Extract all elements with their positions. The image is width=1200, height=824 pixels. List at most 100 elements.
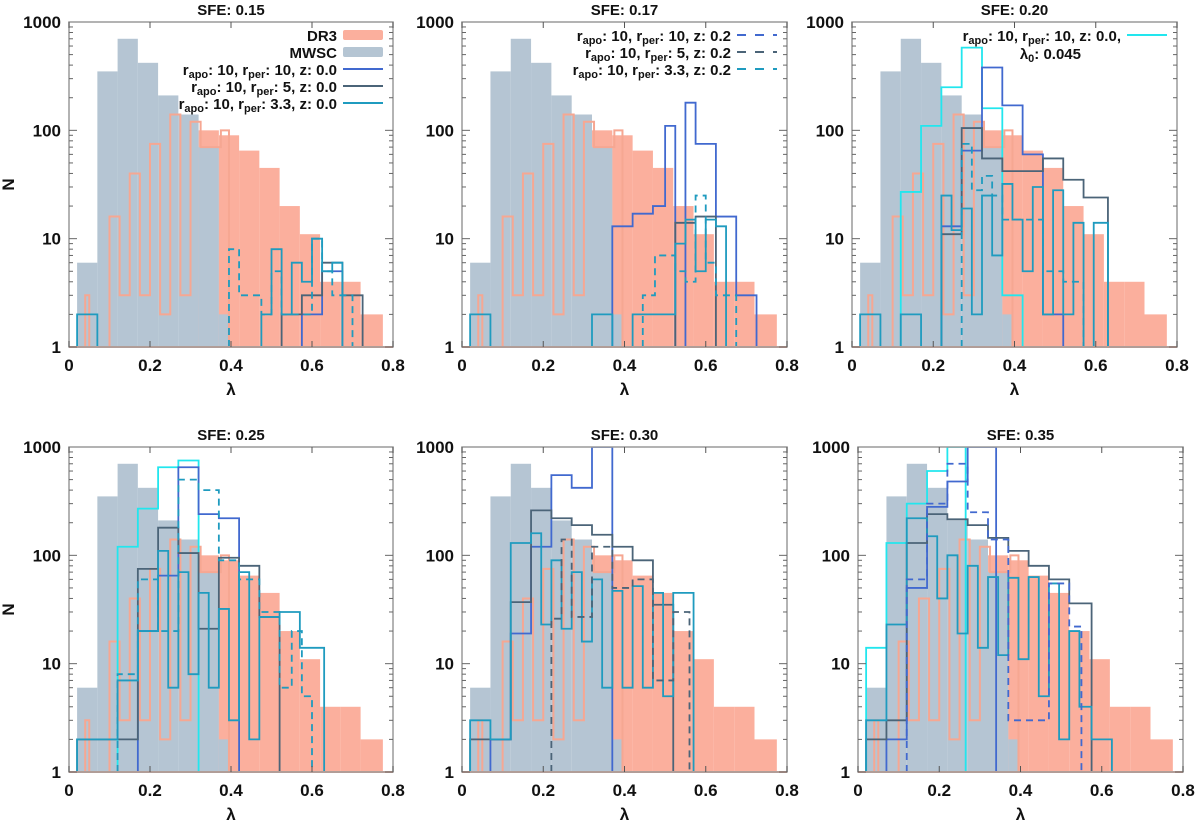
dr3-bar xyxy=(279,631,300,772)
mwsc-bar xyxy=(947,520,968,772)
y-tick-label: 10 xyxy=(42,230,61,249)
mwsc-bar xyxy=(97,496,118,772)
legend-subscript: per xyxy=(1028,35,1046,47)
dr3-bar xyxy=(320,281,341,347)
mwsc-bar xyxy=(117,463,138,772)
mwsc-bar xyxy=(592,147,613,347)
y-tick-label: 100 xyxy=(822,546,850,565)
legend-text: : 10, z: 0.0, xyxy=(1045,28,1121,45)
dr3-bar xyxy=(734,706,755,772)
mwsc-bar xyxy=(490,71,511,347)
legend-item: DR3 xyxy=(307,28,383,45)
mwsc-bar xyxy=(97,71,118,347)
panel-title: SFE: 0.25 xyxy=(197,427,265,444)
dr3-outline-histogram xyxy=(873,538,1020,772)
legend-text: : 3.3, z: 0.2 xyxy=(655,62,731,79)
mwsc-bar xyxy=(612,314,623,347)
mwsc-bar xyxy=(571,114,592,347)
y-tick-label: 1000 xyxy=(23,13,61,32)
dr3-outline-histogram xyxy=(84,113,230,347)
series-4-histogram xyxy=(228,237,354,347)
y-tick-label: 1 xyxy=(52,763,61,782)
plot-area xyxy=(469,38,777,347)
legend-text: : 5, z: 0.0 xyxy=(274,79,337,96)
x-tick-label: 0.4 xyxy=(1009,781,1033,800)
legend-text: : 0.045 xyxy=(1034,46,1081,63)
legend-subscript: per xyxy=(638,69,656,81)
x-tick-label: 0.2 xyxy=(531,356,555,375)
y-tick-label: 10 xyxy=(831,655,850,674)
series-3-histogram xyxy=(76,237,344,347)
dr3-bar xyxy=(279,206,300,347)
dr3-bar xyxy=(652,167,674,347)
y-tick-label: 100 xyxy=(33,121,61,140)
x-axis-label: λ xyxy=(226,380,236,399)
mwsc-bar xyxy=(158,95,179,347)
y-tick-label: 1 xyxy=(835,338,844,357)
dr3-bar xyxy=(713,281,735,347)
legend: rapo: 10, rper: 10, z: 0.0,λ0: 0.045 xyxy=(963,28,1167,65)
legend-label: MWSC xyxy=(290,45,338,62)
panel-title: SFE: 0.20 xyxy=(981,2,1049,19)
panel-title: SFE: 0.35 xyxy=(987,427,1055,444)
dr3-bar xyxy=(320,706,341,772)
legend-label: rapo: 10, rper: 5, z: 0.2 xyxy=(585,45,731,64)
dr3-bar xyxy=(1089,659,1110,772)
panel-title: SFE: 0.17 xyxy=(591,2,659,19)
legend-subscript: apo xyxy=(184,103,204,115)
x-tick-label: 0 xyxy=(847,356,856,375)
mwsc-bar xyxy=(1002,314,1013,347)
y-tick-label: 1000 xyxy=(812,438,850,457)
legend-subscript: apo xyxy=(968,35,988,47)
mwsc-bar xyxy=(470,262,491,347)
dr3-bar xyxy=(239,150,260,347)
legend-item: rapo: 10, rper: 3.3, z: 0.0 xyxy=(179,96,383,115)
series-3-histogram xyxy=(76,526,281,772)
legend-item: rapo: 10, rper: 5, z: 0.0 xyxy=(191,79,383,98)
y-tick-label: 1000 xyxy=(23,438,61,457)
mwsc-bar xyxy=(218,739,229,772)
legend-subscript: 0 xyxy=(1028,53,1034,65)
mwsc-bar xyxy=(490,496,511,772)
dr3-bar xyxy=(259,167,280,347)
legend-item: rapo: 10, rper: 10, z: 0.0 xyxy=(183,62,383,81)
mwsc-bar xyxy=(551,95,572,347)
mwsc-bar xyxy=(900,38,922,347)
panel-4: 0 0.2 0.4 0.6 0.8 1 10 100 1000 SFE: 0.25 λ N xyxy=(0,427,405,824)
legend-text: : 10, r xyxy=(208,62,248,79)
x-tick-label: 0.6 xyxy=(300,356,324,375)
mwsc-bar xyxy=(137,62,159,347)
y-tick-label: 10 xyxy=(435,230,454,249)
legend-text: r xyxy=(179,96,185,113)
y-tick-label: 1 xyxy=(445,338,454,357)
x-axis-label: λ xyxy=(620,805,630,824)
legend-text: : 3.3, z: 0.0 xyxy=(261,96,337,113)
x-tick-label: 0.6 xyxy=(300,781,324,800)
y-tick-label: 100 xyxy=(816,121,844,140)
legend-item: rapo: 10, rper: 10, z: 0.0,λ0: 0.045 xyxy=(963,28,1167,65)
x-tick-label: 0.4 xyxy=(613,781,637,800)
legend-swatch xyxy=(343,47,383,57)
x-tick-label: 0 xyxy=(853,781,862,800)
x-tick-label: 0.8 xyxy=(381,781,405,800)
legend-label: rapo: 10, rper: 10, z: 0.0 xyxy=(183,62,337,81)
x-tick-label: 0.4 xyxy=(1003,356,1027,375)
mwsc-bar xyxy=(470,687,491,772)
plot-area xyxy=(76,459,383,772)
x-tick-label: 0.8 xyxy=(775,356,799,375)
legend-label: rapo: 10, rper: 3.3, z: 0.2 xyxy=(573,62,731,81)
legend-item: rapo: 10, rper: 5, z: 0.2 xyxy=(585,45,777,64)
mwsc-bar xyxy=(510,38,532,347)
x-tick-label: 0.8 xyxy=(1171,781,1195,800)
legend-text: : 10, r xyxy=(988,28,1028,45)
x-tick-label: 0.4 xyxy=(219,356,243,375)
dr3-bar xyxy=(360,739,383,772)
x-tick-label: 0.6 xyxy=(694,356,718,375)
plot-area xyxy=(469,447,777,772)
legend-text: r xyxy=(963,28,969,45)
mwsc-bar xyxy=(906,463,928,772)
legend-item: rapo: 10, rper: 3.3, z: 0.2 xyxy=(573,62,777,81)
legend-swatch xyxy=(343,30,383,40)
mwsc-bar xyxy=(880,71,901,347)
